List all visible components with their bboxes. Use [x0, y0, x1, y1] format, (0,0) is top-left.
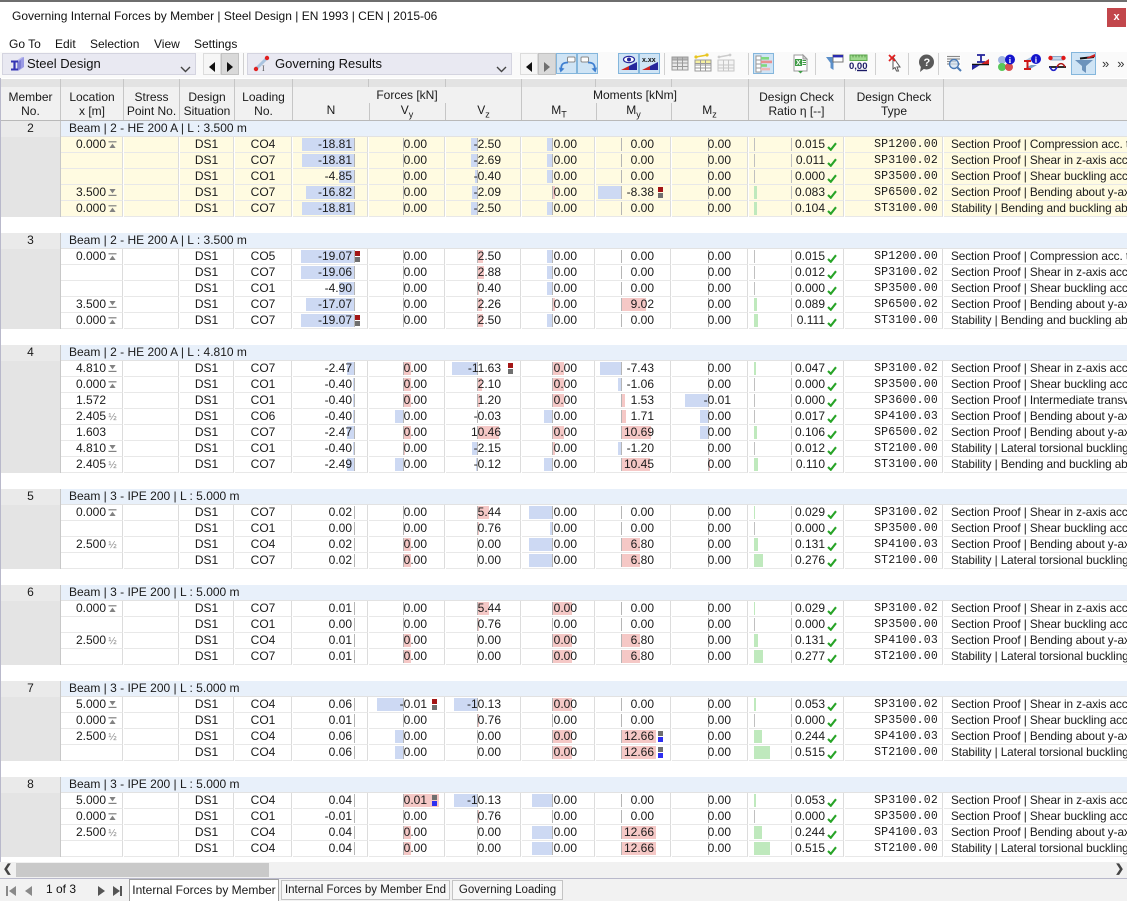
svg-text:i: i: [1035, 55, 1038, 65]
svg-text:X: X: [796, 60, 801, 67]
svg-text:x.xx: x.xx: [642, 57, 656, 64]
svg-text:i: i: [1009, 55, 1012, 65]
svg-text:0,00: 0,00: [849, 61, 868, 72]
svg-text:I: I: [262, 64, 265, 73]
svg-text:?: ?: [924, 57, 931, 69]
